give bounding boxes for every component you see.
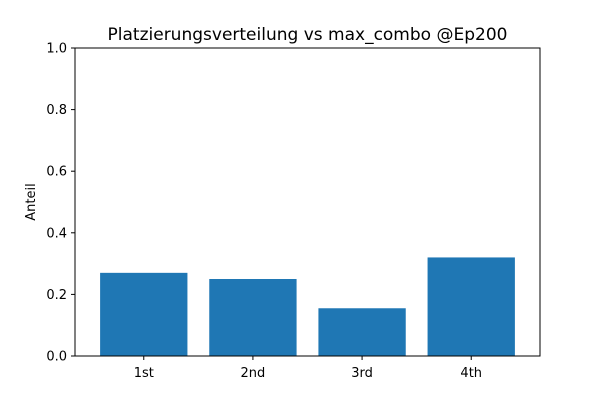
x-tick-label-4th: 4th <box>460 366 482 381</box>
x-tick-label-3rd: 3rd <box>351 366 373 381</box>
plot-frame <box>74 47 541 357</box>
y-axis: 0.0 0.2 0.4 0.6 0.8 1.0 <box>46 42 75 365</box>
chart-title: Platzierungsverteilung vs max_combo @Ep2… <box>108 25 508 45</box>
y-tick-label: 0.8 <box>46 103 67 118</box>
x-tick-label-1st: 1st <box>134 366 154 381</box>
y-tick-label: 0.2 <box>46 288 67 303</box>
x-axis: 1st 2nd 3rd 4th <box>134 356 482 381</box>
y-tick-label: 0.6 <box>46 165 67 180</box>
x-tick-label-2nd: 2nd <box>241 366 266 381</box>
bar-3rd <box>318 308 406 356</box>
y-tick-label: 1.0 <box>46 42 67 57</box>
bar-4th <box>427 257 515 356</box>
y-tick-label: 0.4 <box>46 226 67 241</box>
plot-area <box>100 257 515 356</box>
y-tick-label: 0.0 <box>46 350 67 365</box>
bar-2nd <box>209 279 297 356</box>
bar-1st <box>100 272 188 356</box>
y-axis-label: Anteil <box>24 183 39 220</box>
